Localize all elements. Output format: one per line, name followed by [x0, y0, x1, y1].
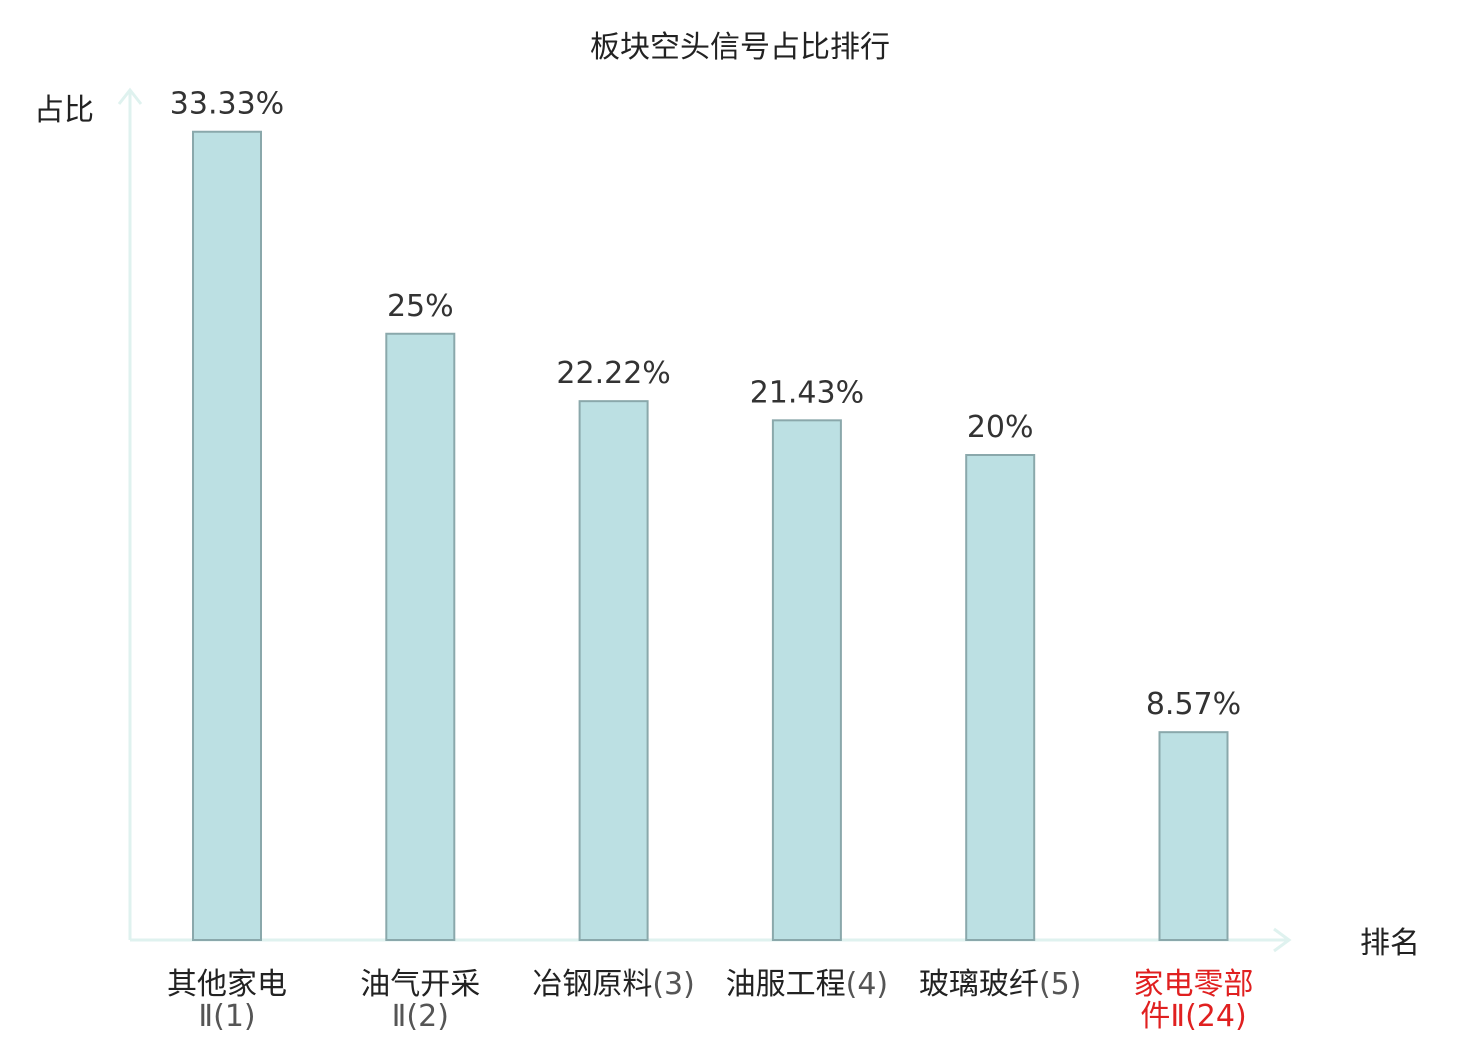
bar: [192, 130, 262, 941]
category-label: 油气开采 Ⅱ(2): [360, 967, 480, 1034]
category-label: 其他家电 Ⅱ(1): [167, 967, 287, 1034]
bar: [771, 419, 842, 941]
y-axis-arrow: [117, 87, 143, 105]
axes: 占比 排名: [34, 87, 1420, 961]
chart-title: 板块空头信号占比排行: [590, 30, 890, 65]
bar-value-label: 25%: [387, 289, 454, 324]
category-label: 家电零部件Ⅱ(24): [1134, 967, 1254, 1034]
bar: [578, 400, 649, 942]
y-axis-label: 占比: [34, 93, 94, 128]
bar: [385, 332, 456, 941]
bar-value-label: 21.43%: [750, 375, 864, 410]
bar-value-label: 33.33%: [170, 87, 284, 122]
bar: [1158, 731, 1229, 941]
bar-value-label: 22.22%: [556, 356, 670, 391]
bar: [965, 454, 1036, 941]
category-label: 冶钢原料(3): [532, 967, 695, 1002]
bars: [192, 130, 1229, 942]
x-axis-label: 排名: [1360, 926, 1420, 961]
bar-value-label: 8.57%: [1146, 687, 1241, 722]
bar-value-label: 20%: [967, 410, 1034, 445]
x-axis-arrow: [1273, 927, 1292, 953]
value-labels: 33.33% 25% 22.22% 21.43% 20% 8.57%: [170, 87, 1241, 722]
category-label: 玻璃玻纤(5): [919, 967, 1081, 1002]
category-labels: 其他家电 Ⅱ(1) 油气开采 Ⅱ(2) 冶钢原料(3) 油服工程(4) 玻璃玻纤(5) 家电零…: [167, 967, 1254, 1034]
category-label: 油服工程(4): [726, 967, 889, 1002]
